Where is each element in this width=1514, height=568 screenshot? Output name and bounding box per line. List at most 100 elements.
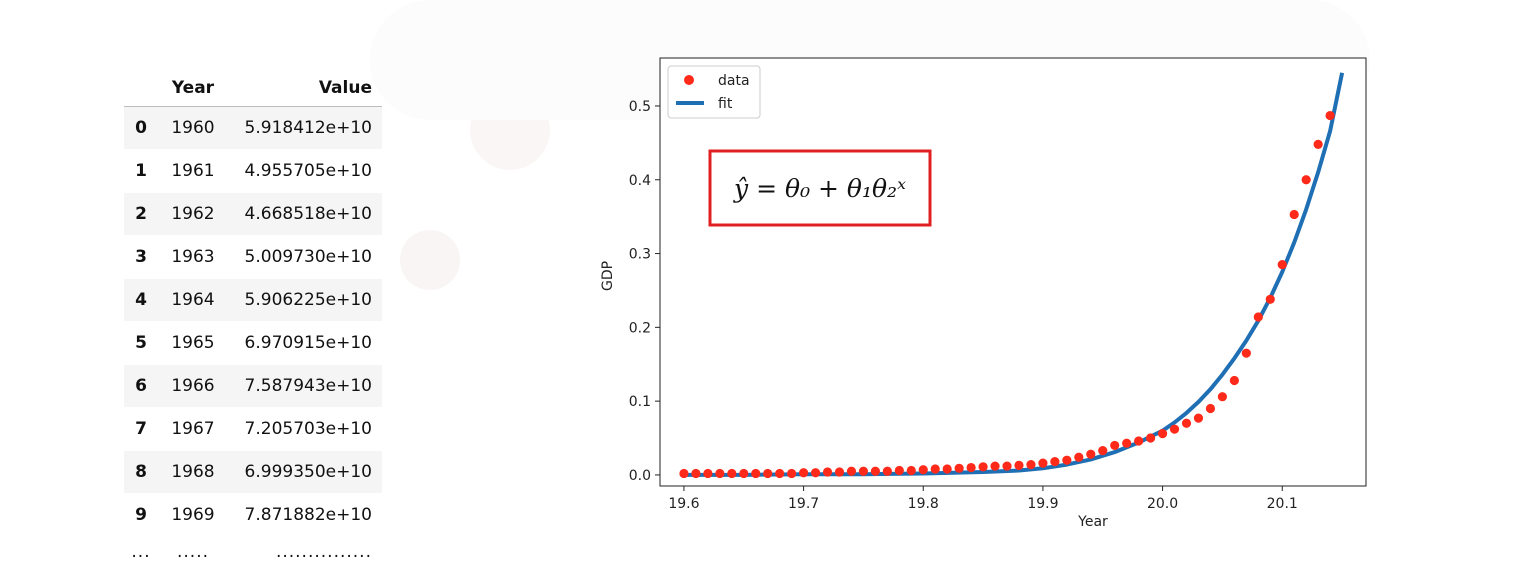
data-point: [727, 468, 737, 479]
table-row: 2 1962 4.668518e+10: [124, 192, 382, 236]
row-year: 1965: [158, 321, 228, 365]
data-point: [1193, 413, 1204, 423]
plot-area: [659, 57, 1367, 487]
row-value: 7.587943e+10: [228, 364, 382, 408]
table-row: 5 1965 6.970915e+10: [124, 321, 382, 365]
table-row: 6 1966 7.587943e+10: [124, 364, 382, 408]
row-year: 1962: [158, 192, 228, 236]
data-point: [1134, 436, 1144, 446]
ellipsis-cell: .....: [158, 536, 228, 568]
row-value: 5.918412e+10: [228, 106, 382, 150]
table-row: 8 1968 6.999350e+10: [124, 450, 382, 494]
data-point: [870, 466, 880, 476]
data-point: [1098, 445, 1108, 456]
gdp-fit-chart: 19.6 19.7 19.8 19.9 20.0 20.1 0.0 0.1 0.2 0.3 0.4 0…: [600, 57, 1367, 530]
row-value: 4.668518e+10: [228, 192, 382, 236]
data-point: [787, 468, 797, 479]
data-point: [703, 468, 713, 479]
data-point: [978, 462, 988, 472]
y-axis-title: GDP: [600, 261, 616, 291]
data-point: [906, 465, 916, 476]
row-year: 1966: [158, 364, 228, 408]
y-tick-label: 0.4: [629, 173, 651, 189]
row-year: 1967: [158, 407, 228, 451]
data-point: [691, 468, 701, 479]
row-value: 7.871882e+10: [228, 493, 382, 537]
data-point: [1265, 294, 1275, 304]
data-point: [1301, 175, 1311, 185]
data-point: [775, 468, 785, 479]
data-point: [1313, 139, 1323, 149]
data-point: [1253, 312, 1263, 322]
data-point: [1146, 433, 1156, 443]
y-tick-label: 0.0: [629, 468, 651, 484]
row-value: 5.906225e+10: [228, 278, 382, 322]
data-point: [846, 466, 857, 476]
row-year: 1961: [158, 149, 228, 193]
index-column-header: [124, 70, 158, 107]
row-index: 7: [124, 407, 158, 451]
data-point: [679, 468, 689, 479]
data-point: [1038, 458, 1048, 468]
data-point: [810, 468, 821, 478]
table-row: 7 1967 7.205703e+10: [124, 407, 382, 451]
table-ellipsis-row: .......................: [124, 536, 382, 568]
data-point: [1181, 418, 1192, 428]
data-point: [798, 468, 809, 478]
table-row: 0 1960 5.918412e+10: [124, 106, 382, 150]
data-point: [1062, 455, 1072, 465]
data-point: [1217, 392, 1228, 402]
table-header-row: Year Value: [124, 70, 382, 107]
data-point: [894, 465, 904, 476]
x-axis-title: Year: [1077, 514, 1108, 530]
row-value: 5.009730e+10: [228, 235, 382, 279]
table-row: 4 1964 5.906225e+10: [124, 278, 382, 322]
y-tick-label: 0.3: [629, 247, 651, 263]
data-point: [990, 461, 1000, 471]
data-point: [739, 468, 749, 479]
fit-line: [683, 72, 1345, 477]
row-index: 3: [124, 235, 158, 279]
row-value: 7.205703e+10: [228, 407, 382, 451]
row-value: 4.955705e+10: [228, 149, 382, 193]
data-point: [1014, 460, 1024, 470]
x-tick-label: 19.9: [1027, 496, 1058, 512]
row-value: 6.999350e+10: [228, 450, 382, 494]
legend-data-label: data: [718, 73, 750, 89]
data-point: [834, 467, 845, 477]
data-point: [1050, 457, 1060, 467]
year-column-header: Year: [158, 70, 228, 107]
legend-data-marker: [684, 75, 694, 85]
x-tick-label: 20.0: [1147, 496, 1178, 512]
table-row: 3 1963 5.009730e+10: [124, 235, 382, 279]
table-row: 1 1961 4.955705e+10: [124, 149, 382, 193]
row-index: 9: [124, 493, 158, 537]
data-point: [1157, 429, 1168, 439]
data-point: [918, 465, 928, 475]
y-tick-label: 0.1: [629, 394, 651, 410]
x-tick-label: 20.1: [1267, 496, 1298, 512]
data-point: [715, 468, 725, 479]
data-point: [1325, 110, 1335, 121]
table-row: 9 1969 7.871882e+10: [124, 493, 382, 537]
row-value: 6.970915e+10: [228, 321, 382, 365]
data-point: [1026, 460, 1036, 470]
data-point: [930, 464, 940, 474]
y-tick-label: 0.2: [629, 320, 651, 336]
row-index: 6: [124, 364, 158, 408]
data-point: [1229, 375, 1239, 386]
data-point: [751, 468, 761, 479]
x-tick-label: 19.7: [788, 496, 819, 512]
data-point: [1122, 438, 1132, 448]
data-point: [954, 463, 964, 473]
row-index: 0: [124, 106, 158, 150]
row-index: 4: [124, 278, 158, 322]
data-point: [1277, 260, 1287, 270]
formula-box: [708, 149, 932, 227]
row-index: 1: [124, 149, 158, 193]
data-point: [1002, 461, 1012, 471]
data-point: [1289, 209, 1299, 220]
data-point: [763, 468, 773, 479]
data-point: [1074, 452, 1084, 462]
data-point: [1205, 403, 1216, 414]
